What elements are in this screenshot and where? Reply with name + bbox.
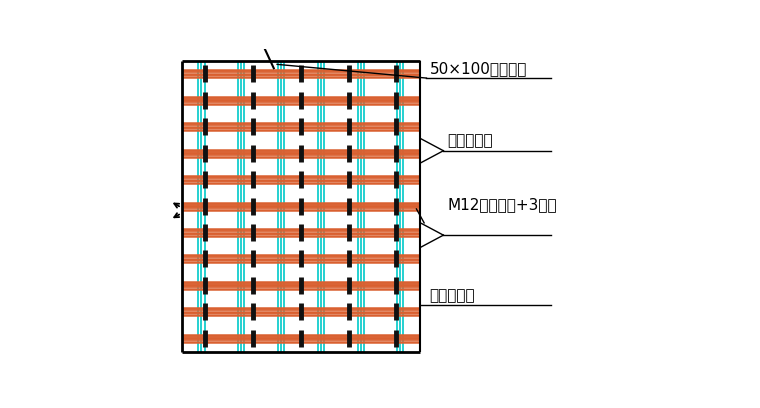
- Text: 双钓管背樞: 双钓管背樞: [447, 133, 493, 149]
- Text: 覆膜胶合板: 覆膜胶合板: [429, 288, 475, 303]
- Text: 50×100木坊次樞: 50×100木坊次樞: [429, 62, 527, 77]
- Text: M12对拉螺杆+3型卡: M12对拉螺杆+3型卡: [447, 197, 557, 212]
- Bar: [182, 60, 420, 352]
